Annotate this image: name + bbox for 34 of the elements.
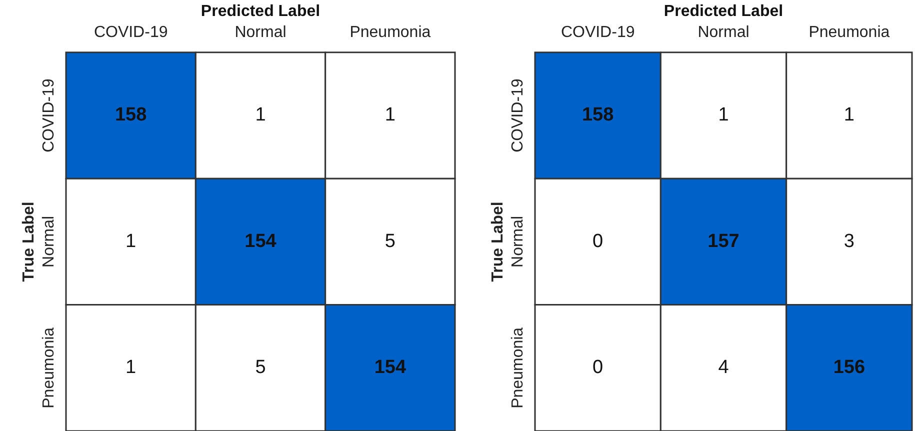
x-tick-label: Normal <box>698 24 750 42</box>
y-tick-label: Normal <box>40 216 58 268</box>
x-tick-label: COVID-19 <box>94 24 168 42</box>
x-tick-label: Pneumonia <box>350 24 431 42</box>
data-label: 1 <box>126 230 136 252</box>
data-label: 0 <box>592 230 604 252</box>
data-label: 4 <box>718 357 730 378</box>
data-label: 3 <box>844 230 854 252</box>
data-label: 156 <box>833 357 866 378</box>
y-tick-label: Pneumonia <box>40 327 58 408</box>
data-label: 154 <box>374 357 406 378</box>
data-label: 1 <box>255 104 266 126</box>
y-tick-label: Normal <box>509 216 526 268</box>
y-tick-label: COVID-19 <box>509 78 526 152</box>
y-axis-title: True Label <box>20 202 38 282</box>
data-label: 1 <box>844 104 854 126</box>
x-tick-label: Normal <box>234 24 286 42</box>
data-label: 158 <box>582 104 614 126</box>
x-tick-label: COVID-19 <box>560 24 635 42</box>
data-label: 5 <box>255 357 266 378</box>
y-tick-label: Pneumonia <box>509 327 526 408</box>
data-label: 1 <box>384 104 396 126</box>
y-tick-label: COVID-19 <box>40 78 58 152</box>
x-tick-label: Pneumonia <box>808 24 890 42</box>
x-axis-title: Predicted Label <box>200 3 320 20</box>
data-label: 154 <box>244 230 277 252</box>
data-label: 1 <box>126 357 136 378</box>
data-label: 5 <box>384 230 396 252</box>
y-axis-title: True Label <box>489 202 506 282</box>
data-label: 157 <box>708 230 740 252</box>
x-axis-title: Predicted Label <box>664 3 784 20</box>
data-label: 1 <box>718 104 729 126</box>
data-label: 0 <box>592 357 604 378</box>
data-label: 158 <box>114 104 147 126</box>
